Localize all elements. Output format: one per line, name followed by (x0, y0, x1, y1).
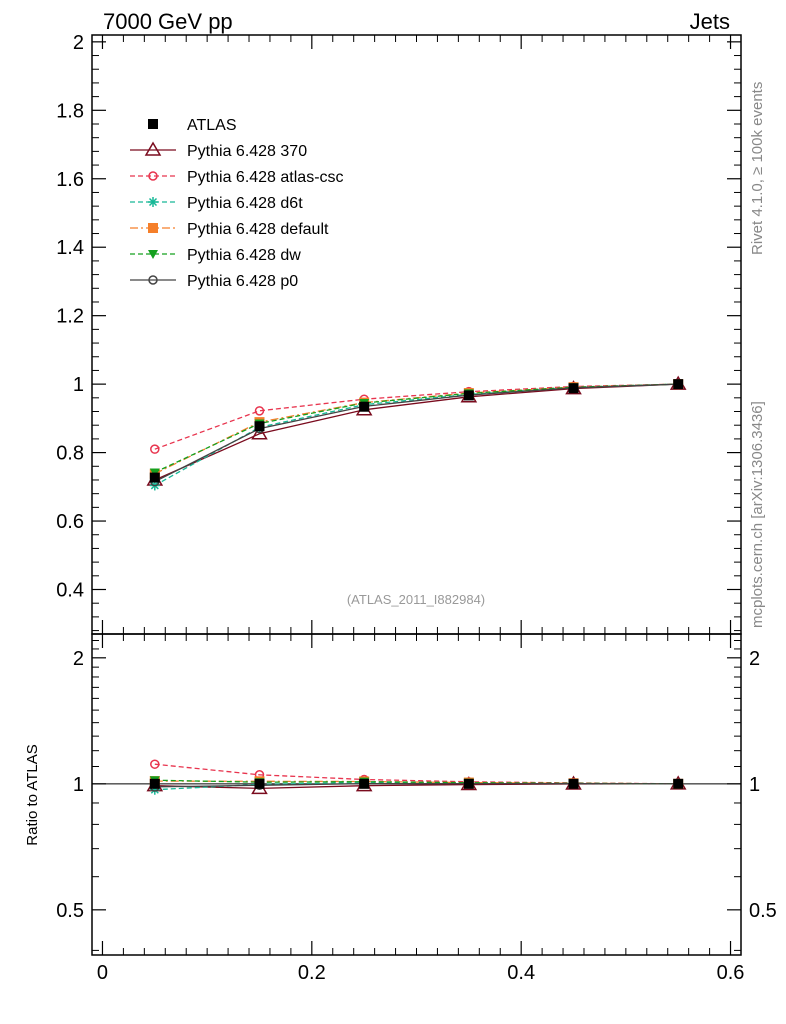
main-ytick-label: 1.2 (56, 306, 84, 328)
main-point-atlas (359, 401, 370, 412)
axes: 0.4 0.6 0.8 1 1.2 1.4 1.6 1.8 2 0.5 0.5 1 1 2 2 0 0.2 0.4… (56, 32, 777, 984)
main-point-atlas (463, 390, 474, 401)
legend-marker-pythia-6-428-p0 (148, 275, 158, 285)
main-point-atlas (568, 383, 579, 394)
ratio-ytick-label-right: 2 (749, 648, 760, 670)
ratio-panel (91, 633, 742, 956)
legend-marker-pythia-6-428-atlas-csc (148, 171, 158, 181)
ratio-ytick-label-right: 0.5 (749, 900, 777, 922)
legend-marker-pythia-6-428-d6t-stroke (148, 197, 158, 207)
analysis-tag: (ATLAS_2011_I882984) (347, 592, 485, 607)
ratio-frame (91, 633, 742, 956)
main-ytick-label: 2 (73, 32, 84, 54)
main-series-line-pythia-6-428-atlas-csc (154, 383, 679, 450)
ratio-series-line-pythia-6-428-atlas-csc (154, 763, 679, 785)
ratio-point-atlas (359, 778, 370, 789)
rivet-label: Rivet 4.1.0, ≥ 100k events (749, 82, 766, 255)
main-point-atlas (149, 472, 160, 483)
legend-label-pythia-6-428-p0: Pythia 6.428 p0 (187, 273, 298, 290)
ratio-point-atlas (568, 778, 579, 789)
x-tick-label: 0 (97, 962, 108, 984)
legend-marker-atlas (148, 119, 158, 129)
legend-label-pythia-6-428-d6t: Pythia 6.428 d6t (187, 195, 303, 212)
x-tick-label: 0.2 (298, 962, 326, 984)
ratio-ytick-label-left: 1 (73, 774, 84, 796)
ratio-point-atlas (149, 778, 160, 789)
main-point-pythia-6-428-atlas-csc (150, 444, 160, 454)
legend-marker-pythia-6-428-dw (148, 250, 158, 259)
main-point-atlas (673, 379, 684, 390)
ratio-series-line-pythia-6-428-p0 (154, 782, 679, 788)
main-series-line-pythia-6-428-p0 (154, 383, 679, 483)
ratio-ylabel: Ratio to ATLAS (24, 744, 41, 845)
main-ytick-label: 1.6 (56, 169, 84, 191)
legend-label-pythia-6-428-370: Pythia 6.428 370 (187, 143, 307, 160)
main-ytick-label: 1.8 (56, 100, 84, 122)
legend-marker-pythia-6-428-default (148, 223, 158, 233)
main-point-pythia-6-428-370 (251, 425, 268, 440)
main-point-atlas (254, 421, 265, 432)
ratio-point-pythia-6-428-atlas-csc (150, 759, 160, 769)
x-tick-label: 0.6 (717, 962, 745, 984)
legend-label-pythia-6-428-dw: Pythia 6.428 dw (187, 247, 301, 264)
ratio-point-atlas (463, 778, 474, 789)
mcplots-label: mcplots.cern.ch [arXiv:1306.3436] (749, 401, 766, 628)
x-tick-label: 0.4 (507, 962, 535, 984)
main-point-pythia-6-428-atlas-csc (254, 406, 265, 416)
main-ytick-label: 0.6 (56, 511, 84, 533)
legend-label-pythia-6-428-default: Pythia 6.428 default (187, 221, 329, 238)
legend-marker-pythia-6-428-370 (144, 141, 162, 156)
legend: ATLAS Pythia 6.428 370 Pythia 6.428 atlas-… (130, 117, 344, 290)
main-ytick-label: 0.8 (56, 443, 84, 465)
legend-marker-pythia-6-428-d6t (148, 197, 158, 207)
ratio-point-atlas (673, 778, 684, 789)
header-right: Jets (690, 9, 730, 34)
ratio-ytick-label-right: 1 (749, 774, 760, 796)
header-left: 7000 GeV pp (103, 9, 233, 34)
ratio-ytick-label-left: 0.5 (56, 900, 84, 922)
legend-label-pythia-6-428-atlas-csc: Pythia 6.428 atlas-csc (187, 169, 344, 186)
main-ytick-label: 0.4 (56, 580, 84, 602)
ratio-point-atlas (254, 778, 265, 789)
ratio-ytick-label-left: 2 (73, 648, 84, 670)
main-ytick-label: 1.4 (56, 237, 84, 259)
main-ytick-label: 1 (73, 374, 84, 396)
legend-label-atlas: ATLAS (187, 117, 237, 134)
